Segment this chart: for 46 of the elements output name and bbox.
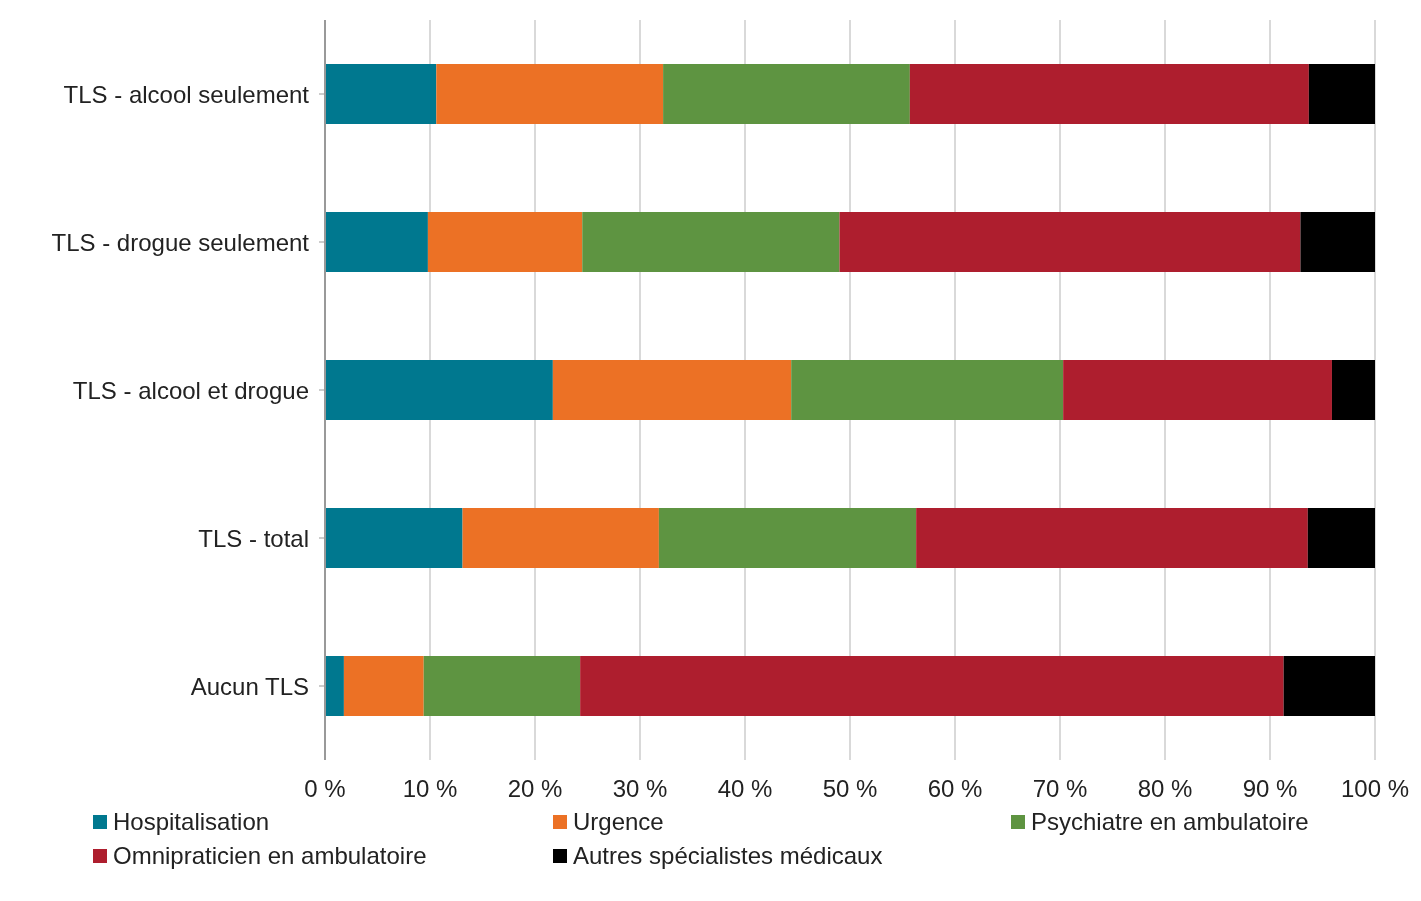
bar <box>1307 508 1375 568</box>
x-tick-label: 20 % <box>507 775 563 803</box>
x-tick-label: 100 % <box>1340 775 1410 803</box>
bar <box>1063 360 1332 420</box>
bar <box>462 508 659 568</box>
bar <box>325 360 553 420</box>
x-tick-label: 30 % <box>612 775 668 803</box>
x-tick-label: 40 % <box>717 775 773 803</box>
x-tick-label: 80 % <box>1137 775 1193 803</box>
bar <box>909 64 1309 124</box>
bar <box>582 212 840 272</box>
bar <box>658 508 917 568</box>
x-tick-label: 70 % <box>1032 775 1088 803</box>
legend-label: Autres spécialistes médicaux <box>573 842 883 870</box>
bar <box>1283 656 1375 716</box>
bar <box>325 508 463 568</box>
bar <box>791 360 1064 420</box>
x-tick-label: 10 % <box>402 775 458 803</box>
legend-label: Urgence <box>573 808 664 836</box>
legend-label: Hospitalisation <box>113 808 270 836</box>
bar <box>343 656 424 716</box>
bar <box>839 212 1301 272</box>
bar <box>580 656 1284 716</box>
bar <box>916 508 1308 568</box>
bar <box>325 656 344 716</box>
bar <box>663 64 910 124</box>
legend-label: Psychiatre en ambulatoire <box>1031 808 1309 836</box>
bar <box>423 656 581 716</box>
bar <box>552 360 792 420</box>
y-tick-label: TLS - alcool et drogue <box>72 376 309 404</box>
y-tick-label: TLS - drogue seulement <box>51 228 310 256</box>
y-tick-label: TLS - total <box>198 524 309 552</box>
x-tick-label: 50 % <box>822 775 878 803</box>
x-tick-label: 0 % <box>304 775 346 803</box>
bar <box>325 212 428 272</box>
bar <box>1331 360 1375 420</box>
x-tick-label: 90 % <box>1242 775 1298 803</box>
legend-label: Omnipraticien en ambulatoire <box>113 842 427 870</box>
bar <box>325 64 437 124</box>
bar <box>427 212 583 272</box>
bar <box>1308 64 1375 124</box>
x-tick-label: 60 % <box>927 775 983 803</box>
bar <box>1300 212 1375 272</box>
y-tick-label: TLS - alcool seulement <box>63 80 310 108</box>
bar <box>436 64 664 124</box>
y-tick-label: Aucun TLS <box>190 672 309 700</box>
